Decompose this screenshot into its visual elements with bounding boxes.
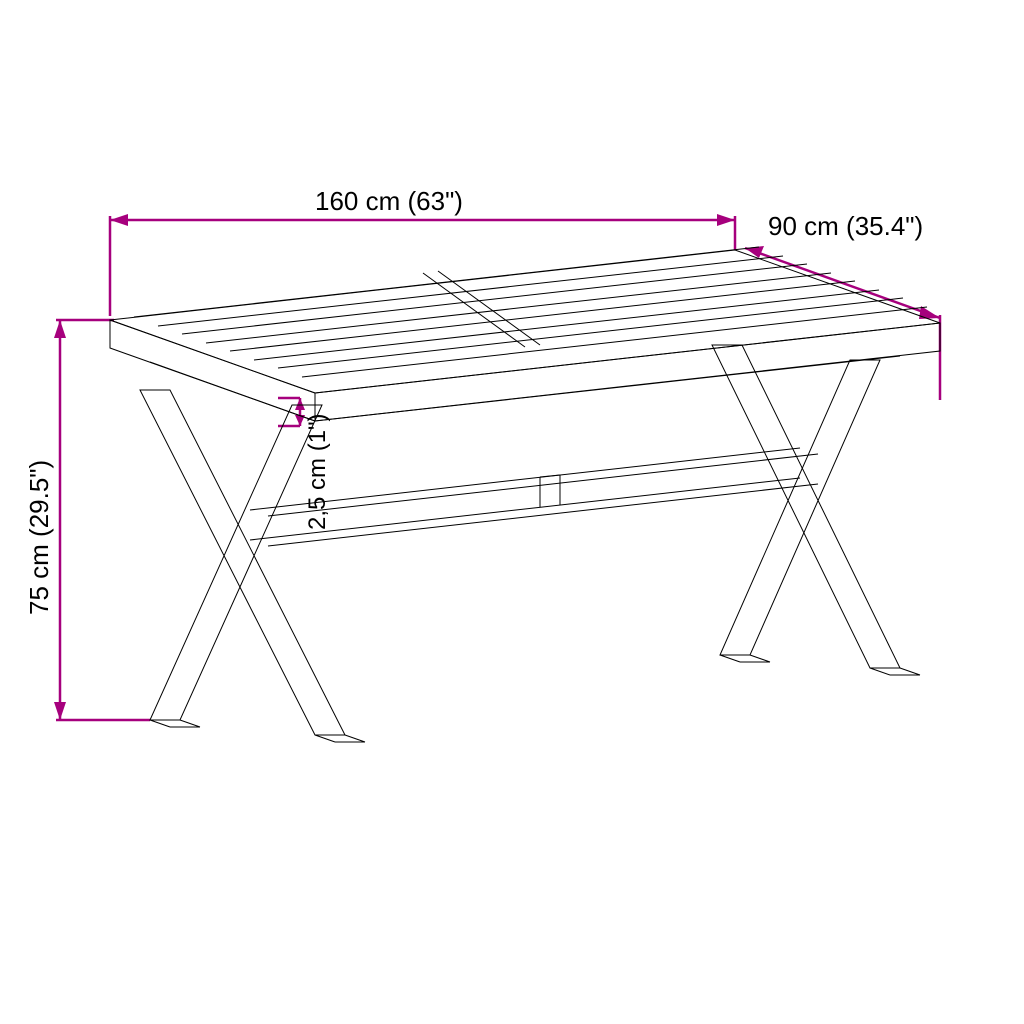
- table-outline: [110, 247, 940, 742]
- dim-length-label: 160 cm (63"): [315, 186, 463, 216]
- dim-height: 75 cm (29.5"): [24, 320, 150, 720]
- right-x-leg: [712, 345, 920, 675]
- dim-thickness-label: 2,5 cm (1"): [304, 413, 331, 530]
- table-dimension-drawing: 160 cm (63") 90 cm (35.4") 75 cm (29.5")…: [0, 0, 1024, 1024]
- dim-height-label: 75 cm (29.5"): [24, 460, 54, 615]
- stretcher: [250, 448, 818, 546]
- left-x-leg: [140, 390, 365, 742]
- dim-depth-label: 90 cm (35.4"): [768, 211, 923, 241]
- dim-depth: 90 cm (35.4"): [745, 211, 940, 400]
